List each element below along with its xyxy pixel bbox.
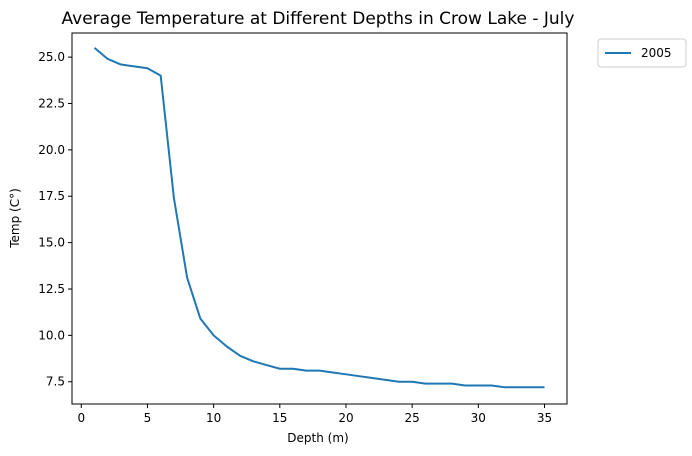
legend-box xyxy=(597,38,687,68)
y-tick-label: 20.0 xyxy=(38,143,65,157)
x-axis-label: Depth (m) xyxy=(287,431,348,445)
legend-label-2005: 2005 xyxy=(641,46,672,60)
x-tick-label: 35 xyxy=(537,411,552,425)
y-tick-label: 22.5 xyxy=(38,96,65,110)
series-layer xyxy=(93,47,545,389)
y-tick-label: 10.0 xyxy=(38,328,65,342)
x-tick-label: 15 xyxy=(272,411,287,425)
y-tick-label: 15.0 xyxy=(38,236,65,250)
y-axis-ticks: 7.5 10.0 12.5 15.0 17.5 20.0 22.5 25.0 xyxy=(38,50,72,389)
legend: 2005 xyxy=(597,38,687,68)
x-tick-label: 20 xyxy=(338,411,353,425)
x-tick-label: 25 xyxy=(405,411,420,425)
series-line-2005 xyxy=(93,47,545,389)
y-tick-label: 25.0 xyxy=(38,50,65,64)
x-tick-label: 10 xyxy=(206,411,221,425)
chart-title: Average Temperature at Different Depths … xyxy=(62,9,575,29)
x-tick-label: 30 xyxy=(471,411,486,425)
y-tick-label: 7.5 xyxy=(46,375,65,389)
y-axis-label: Temp (C°) xyxy=(8,188,22,249)
x-tick-label: 0 xyxy=(77,411,85,425)
y-tick-label: 17.5 xyxy=(38,189,65,203)
x-tick-label: 5 xyxy=(144,411,152,425)
plot-background xyxy=(72,33,567,404)
y-tick-label: 12.5 xyxy=(38,282,65,296)
plot-area xyxy=(72,33,567,404)
plot-frame xyxy=(71,32,568,405)
x-axis-ticks: 0 5 10 15 20 25 30 35 xyxy=(77,404,552,425)
